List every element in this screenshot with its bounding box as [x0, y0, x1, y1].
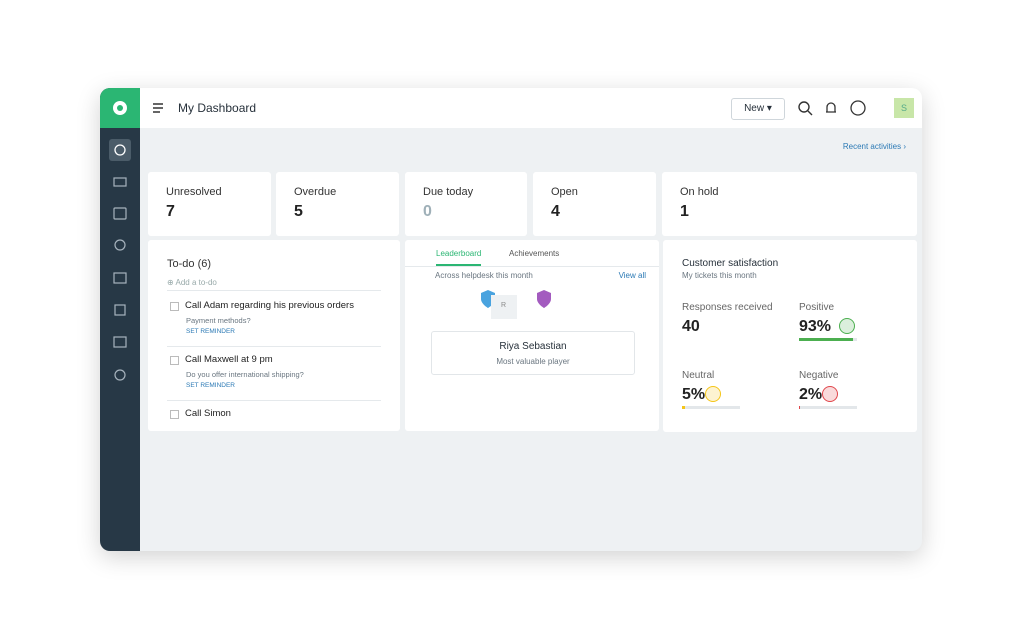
stat-label: Open	[551, 186, 578, 198]
checkbox[interactable]	[170, 302, 179, 311]
face-icon	[839, 318, 855, 334]
stat-label: On hold	[680, 186, 719, 198]
mvp-box: Riya Sebastian Most valuable player	[431, 331, 635, 375]
set-reminder[interactable]: SET REMINDER	[186, 382, 235, 389]
satisfaction-label: Positive	[799, 302, 835, 313]
bar	[682, 406, 685, 409]
avatar: R	[501, 302, 507, 309]
checkbox[interactable]	[170, 356, 179, 365]
todo-card: To-do (6) ⊕ Add a to-do Call Adam regard…	[148, 240, 400, 431]
new-label: New	[744, 103, 765, 114]
stat-value: 5	[294, 203, 303, 220]
stat-card[interactable]: Unresolved 7	[148, 172, 271, 236]
set-reminder[interactable]: SET REMINDER	[186, 328, 235, 335]
bar	[799, 406, 801, 409]
stat-value: 1	[680, 203, 689, 220]
face-icon	[705, 386, 721, 402]
bar-track	[682, 406, 740, 409]
todo-title: Call Simon	[185, 408, 231, 419]
stat-card[interactable]: Open 4	[533, 172, 656, 236]
divider	[167, 346, 381, 347]
stat-label: Due today	[423, 186, 474, 198]
tab[interactable]: Leaderboard	[436, 249, 482, 266]
responses-value: 40	[682, 318, 700, 335]
menu-icon[interactable]	[152, 102, 164, 114]
recent-activities-label: Recent activities	[842, 142, 902, 151]
satisfaction-label: Negative	[799, 370, 839, 381]
stat-value: 4	[551, 203, 560, 220]
todo-title: Call Adam regarding his previous orders	[185, 300, 354, 311]
satisfaction-value: 2%	[799, 386, 823, 403]
satisfaction-value: 93%	[799, 318, 832, 335]
new-button[interactable]: New ▾	[731, 98, 785, 120]
stat-value: 7	[166, 203, 175, 220]
satisfaction-subtitle: My tickets this month	[682, 271, 757, 280]
tab[interactable]: Achievements	[509, 249, 560, 258]
satisfaction-card: Customer satisfaction My tickets this mo…	[663, 240, 917, 432]
top-icons[interactable]	[797, 100, 877, 118]
todo-add-label: Add a to-do	[175, 278, 217, 287]
mvp-role: Most valuable player	[496, 357, 570, 366]
todo-title: To-do (6)	[167, 258, 212, 270]
divider	[405, 266, 659, 267]
face-icon	[822, 386, 838, 402]
top-bar: My Dashboard New ▾ S	[140, 88, 922, 128]
todo-add[interactable]: ⊕ Add a to-do	[167, 278, 217, 287]
logo[interactable]	[100, 88, 140, 128]
recent-activities[interactable]: Recent activities ›	[842, 142, 906, 151]
todo-note: Do you offer international shipping?	[186, 370, 304, 379]
page-title: My Dashboard	[178, 101, 257, 115]
sidebar	[100, 88, 140, 551]
sidebar-icons	[109, 139, 131, 381]
bar-track	[799, 406, 857, 409]
stat-value: 0	[423, 203, 432, 220]
todo-title: Call Maxwell at 9 pm	[185, 354, 273, 365]
checkbox[interactable]	[170, 410, 179, 419]
leaderboard-card: Leaderboard Achievements Across helpdesk…	[405, 240, 659, 431]
stat-card[interactable]: Due today 0	[405, 172, 527, 236]
satisfaction-title: Customer satisfaction	[682, 258, 779, 269]
satisfaction-value: 5%	[682, 386, 706, 403]
bar	[799, 338, 853, 341]
stat-label: Overdue	[294, 186, 337, 198]
mvp-name: Riya Sebastian	[499, 341, 567, 352]
responses-label: Responses received	[682, 302, 773, 313]
logo-icon	[113, 101, 127, 115]
view-all[interactable]: View all	[618, 271, 646, 280]
divider	[167, 400, 381, 401]
todo-note: Payment methods?	[186, 316, 251, 325]
badges	[481, 290, 551, 319]
stat-card[interactable]: Overdue 5	[276, 172, 399, 236]
app-window: My Dashboard New ▾ S Recent activities ›…	[100, 88, 922, 551]
stat-card[interactable]: On hold 1	[662, 172, 917, 236]
leaderboard-subtitle: Across helpdesk this month	[435, 271, 533, 280]
satisfaction-label: Neutral	[682, 370, 715, 381]
user-avatar[interactable]: S	[894, 98, 914, 118]
stat-label: Unresolved	[166, 186, 222, 198]
divider	[167, 290, 381, 291]
